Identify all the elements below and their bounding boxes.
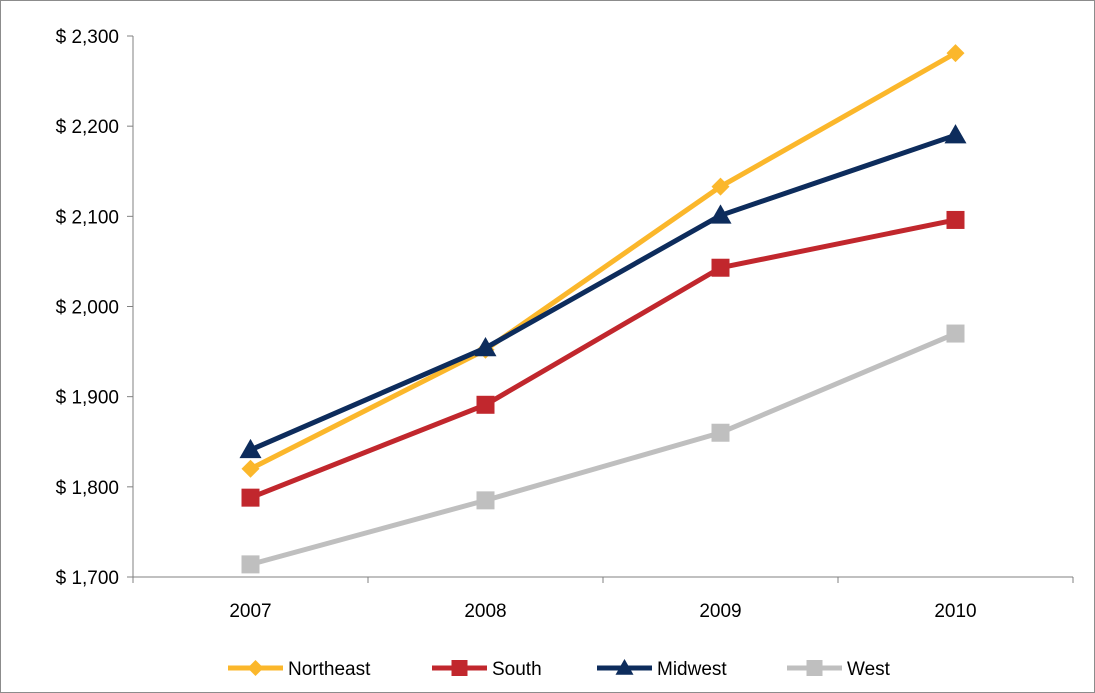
legend-swatch-marker	[806, 660, 823, 676]
data-point-northeast	[711, 177, 730, 196]
x-tick-label: 2009	[699, 601, 741, 622]
legend-label: Midwest	[657, 659, 727, 680]
series-line-west	[249, 331, 957, 567]
data-point-midwest	[944, 124, 967, 144]
data-point-midwest	[474, 336, 497, 357]
series-midwest	[239, 124, 967, 459]
y-tick-label: $ 1,900	[56, 388, 119, 409]
data-point-south	[946, 210, 965, 229]
series-west	[241, 324, 965, 574]
series-line-south	[249, 217, 956, 500]
y-tick-label: $ 1,800	[56, 478, 119, 499]
legend-item-midwest: Midwest	[597, 659, 727, 680]
legend-swatch-marker	[247, 660, 264, 676]
legend-swatch-marker	[615, 659, 634, 675]
legend-label: West	[847, 659, 891, 680]
series-line-northeast	[249, 50, 957, 472]
legend-swatch-marker	[451, 660, 468, 676]
legend-item-south: South	[432, 659, 542, 680]
legend: Northeast South Midwest West	[228, 659, 891, 680]
legend-label: Northeast	[288, 659, 371, 680]
y-tick-label: $ 2,300	[56, 27, 119, 48]
x-tick-label: 2007	[229, 601, 271, 622]
data-point-northeast	[946, 44, 965, 63]
y-tick-label: $ 2,200	[56, 117, 119, 138]
y-tick-label: $ 2,000	[56, 298, 119, 319]
data-point-midwest	[709, 204, 732, 224]
data-point-west	[946, 324, 965, 343]
series-south	[241, 210, 965, 507]
x-tick-label: 2008	[464, 601, 506, 622]
data-point-south	[711, 258, 730, 277]
data-point-northeast	[241, 459, 260, 478]
data-point-west	[711, 423, 730, 442]
series-layer	[239, 44, 967, 574]
data-point-midwest	[239, 438, 262, 459]
data-point-south	[241, 488, 260, 507]
legend-label: South	[492, 659, 542, 680]
axes: $ 1,700 $ 1,800 $ 1,900 $ 2,000 $ 2,100 $ 2,2…	[56, 27, 1074, 622]
legend-item-west: West	[787, 659, 891, 680]
data-point-west	[476, 491, 495, 510]
series-northeast	[241, 44, 965, 478]
legend-item-northeast: Northeast	[228, 659, 371, 680]
data-point-west	[241, 555, 260, 574]
y-tick-label: $ 1,700	[56, 568, 119, 589]
x-tick-label: 2010	[934, 601, 976, 622]
data-point-south	[476, 395, 495, 414]
y-tick-label: $ 2,100	[56, 207, 119, 228]
series-line-midwest	[249, 132, 957, 453]
